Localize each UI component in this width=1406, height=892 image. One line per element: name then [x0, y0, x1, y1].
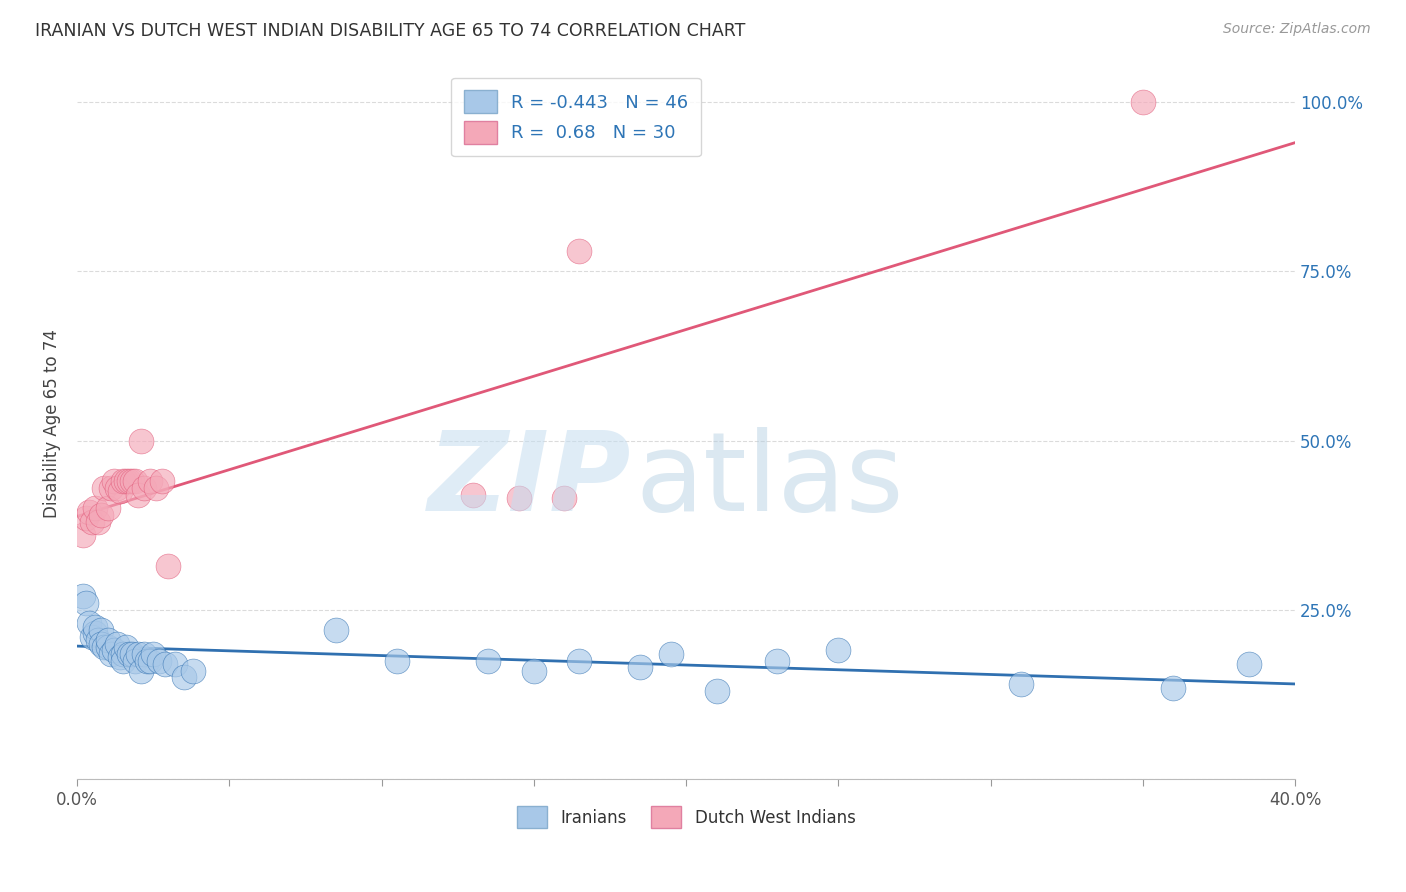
Point: [1239, 657, 1261, 671]
Point: [72, 589, 94, 603]
Point: [100, 481, 122, 495]
Point: [114, 640, 136, 654]
Point: [129, 664, 152, 678]
Point: [553, 491, 575, 505]
Point: [145, 481, 167, 495]
Point: [461, 488, 484, 502]
Text: atlas: atlas: [636, 427, 904, 534]
Point: [84, 620, 107, 634]
Point: [90, 623, 112, 637]
Y-axis label: Disability Age 65 to 74: Disability Age 65 to 74: [44, 329, 60, 518]
Point: [124, 474, 146, 488]
Point: [87, 633, 110, 648]
Point: [75, 596, 97, 610]
Point: [157, 558, 180, 573]
Text: ZIP: ZIP: [427, 427, 631, 534]
Point: [93, 640, 115, 654]
Point: [139, 653, 162, 667]
Point: [132, 481, 155, 495]
Point: [136, 653, 159, 667]
Point: [148, 653, 170, 667]
Point: [477, 653, 499, 667]
Point: [127, 488, 149, 502]
Point: [121, 647, 143, 661]
Point: [96, 633, 118, 648]
Point: [90, 508, 112, 522]
Point: [181, 664, 204, 678]
Point: [108, 484, 131, 499]
Point: [82, 515, 104, 529]
Text: Source: ZipAtlas.com: Source: ZipAtlas.com: [1223, 22, 1371, 37]
Point: [163, 657, 186, 671]
Point: [325, 623, 347, 637]
Point: [77, 616, 100, 631]
Point: [96, 501, 118, 516]
Point: [105, 481, 128, 495]
Point: [142, 647, 165, 661]
Point: [706, 684, 728, 698]
Point: [82, 630, 104, 644]
Point: [129, 434, 152, 448]
Point: [105, 637, 128, 651]
Point: [93, 481, 115, 495]
Point: [96, 640, 118, 654]
Point: [139, 474, 162, 488]
Point: [150, 474, 173, 488]
Point: [1010, 677, 1032, 691]
Point: [90, 637, 112, 651]
Point: [118, 474, 141, 488]
Point: [103, 643, 125, 657]
Point: [111, 653, 134, 667]
Point: [84, 626, 107, 640]
Point: [132, 647, 155, 661]
Point: [173, 670, 195, 684]
Point: [1132, 95, 1154, 110]
Point: [103, 474, 125, 488]
Legend: Iranians, Dutch West Indians: Iranians, Dutch West Indians: [510, 800, 862, 835]
Point: [628, 660, 651, 674]
Point: [114, 474, 136, 488]
Point: [508, 491, 530, 505]
Text: IRANIAN VS DUTCH WEST INDIAN DISABILITY AGE 65 TO 74 CORRELATION CHART: IRANIAN VS DUTCH WEST INDIAN DISABILITY …: [35, 22, 745, 40]
Point: [111, 647, 134, 661]
Point: [827, 643, 849, 657]
Point: [75, 511, 97, 525]
Point: [118, 647, 141, 661]
Point: [124, 653, 146, 667]
Point: [523, 664, 546, 678]
Point: [108, 650, 131, 665]
Point: [1161, 681, 1184, 695]
Point: [100, 647, 122, 661]
Point: [385, 653, 408, 667]
Point: [72, 528, 94, 542]
Point: [155, 657, 177, 671]
Point: [87, 515, 110, 529]
Point: [568, 653, 591, 667]
Point: [568, 244, 591, 259]
Point: [127, 647, 149, 661]
Point: [111, 474, 134, 488]
Point: [84, 501, 107, 516]
Point: [766, 653, 789, 667]
Point: [659, 647, 682, 661]
Point: [77, 505, 100, 519]
Point: [121, 474, 143, 488]
